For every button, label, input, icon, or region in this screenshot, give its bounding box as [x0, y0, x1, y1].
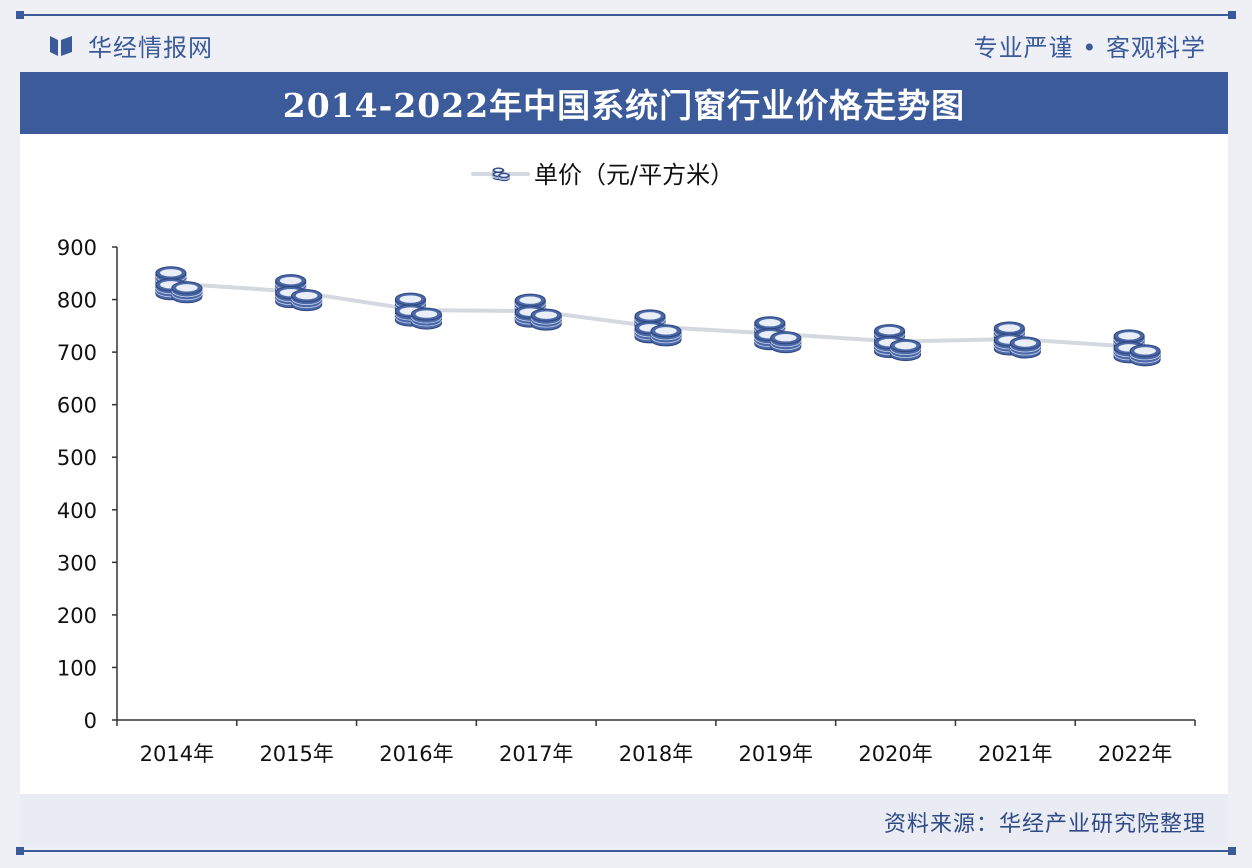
coin-rim — [411, 316, 442, 324]
legend-label: 单价（元/平方米） — [534, 161, 734, 189]
coin-face — [774, 333, 797, 342]
title-bar: 2014-2022年中国系统门窗行业价格走势图 — [20, 72, 1228, 134]
coin-face — [1014, 339, 1037, 347]
y-tick-label: 300 — [57, 551, 97, 575]
coin-rim — [890, 348, 921, 355]
coin-rim — [1009, 345, 1041, 353]
data-point-marker — [634, 309, 682, 347]
x-tick-label: 2016年 — [379, 742, 453, 766]
coin-face — [535, 311, 558, 319]
coin-rim — [1009, 348, 1041, 356]
coin-face — [758, 318, 781, 327]
header: 华经情报网 专业严谨 • 客观科学 — [20, 20, 1232, 66]
data-point-marker — [155, 266, 203, 304]
coin-rim — [890, 351, 921, 358]
x-tick-label: 2022年 — [1098, 742, 1172, 766]
coin-rim — [650, 336, 682, 344]
x-tick-label: 2020年 — [858, 742, 932, 766]
y-tick-label: 800 — [57, 289, 97, 313]
data-point-marker — [514, 293, 562, 331]
coin-face — [160, 269, 182, 277]
y-tick-label: 200 — [57, 604, 97, 628]
coin-face — [639, 312, 661, 320]
y-tick-label: 600 — [57, 394, 97, 418]
brand-name: 华经情报网 — [88, 34, 213, 62]
coin-rim — [498, 176, 510, 179]
x-tick-label: 2018年 — [619, 742, 693, 766]
coin-face — [998, 324, 1021, 332]
data-point-marker — [275, 274, 323, 312]
data-point-marker — [993, 321, 1041, 359]
coin-face — [894, 341, 917, 350]
coin-rim — [1129, 356, 1161, 364]
coin-rim — [770, 340, 802, 348]
footer: 资料来源：华经产业研究院整理 — [20, 794, 1228, 846]
chart-title: 2014-2022年中国系统门窗行业价格走势图 — [282, 86, 966, 125]
top-border-line — [16, 11, 1236, 19]
coin-face — [519, 296, 542, 304]
y-tick-label: 900 — [57, 236, 97, 260]
brand: 华经情报网 — [48, 28, 213, 63]
y-tick-label: 500 — [57, 446, 97, 470]
coin-rim — [291, 301, 323, 309]
legend-marker-icon — [492, 167, 510, 182]
coin-face — [878, 326, 901, 335]
slogan: 专业严谨 • 客观科学 — [973, 34, 1206, 62]
coin-rim — [498, 177, 510, 180]
coin-rim — [411, 319, 442, 327]
coin-face — [500, 174, 508, 177]
y-tick-label: 0 — [84, 709, 97, 733]
coin-face — [415, 310, 438, 318]
coin-rim — [171, 290, 203, 298]
coin-rim — [1129, 353, 1161, 361]
x-tick-label: 2015年 — [259, 742, 333, 766]
x-tick-label: 2017年 — [499, 742, 573, 766]
data-point-marker — [1113, 329, 1161, 367]
coin-face — [655, 327, 677, 335]
coin-face — [295, 291, 318, 300]
coin-face — [279, 276, 302, 285]
coin-face — [494, 168, 503, 172]
plot-area — [20, 134, 1228, 794]
coin-face — [176, 284, 198, 292]
y-tick-label: 400 — [57, 499, 97, 523]
series-layer — [155, 266, 1161, 367]
axes: 0 100 200 300 400 500 600 700 800 900 2014年 2015年 20… — [57, 236, 1196, 766]
y-tick-label: 100 — [57, 656, 97, 680]
coin-rim — [291, 298, 323, 306]
data-source: 资料来源：华经产业研究院整理 — [883, 812, 1206, 837]
coin-rim — [650, 333, 682, 341]
x-tick-label: 2014年 — [140, 742, 214, 766]
data-point-marker — [754, 316, 802, 354]
coin-face — [1118, 332, 1140, 340]
coin-rim — [530, 321, 562, 328]
y-tick-label: 700 — [57, 341, 97, 365]
coin-rim — [530, 318, 562, 325]
legend: 单价（元/平方米） — [471, 161, 734, 189]
coin-rim — [770, 343, 802, 351]
coin-rim — [171, 293, 203, 301]
coin-face — [399, 295, 422, 303]
data-point-marker — [874, 324, 922, 362]
bottom-border-line — [16, 847, 1236, 855]
coin-face — [1134, 347, 1156, 355]
data-point-marker — [394, 292, 442, 330]
x-tick-label: 2019年 — [739, 742, 813, 766]
x-tick-label: 2021年 — [978, 742, 1052, 766]
brand-logo-icon — [50, 35, 72, 56]
